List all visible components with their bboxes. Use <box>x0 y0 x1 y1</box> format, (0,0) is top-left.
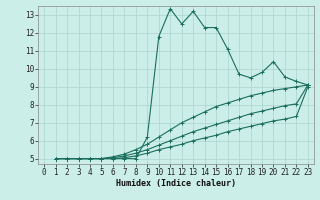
X-axis label: Humidex (Indice chaleur): Humidex (Indice chaleur) <box>116 179 236 188</box>
